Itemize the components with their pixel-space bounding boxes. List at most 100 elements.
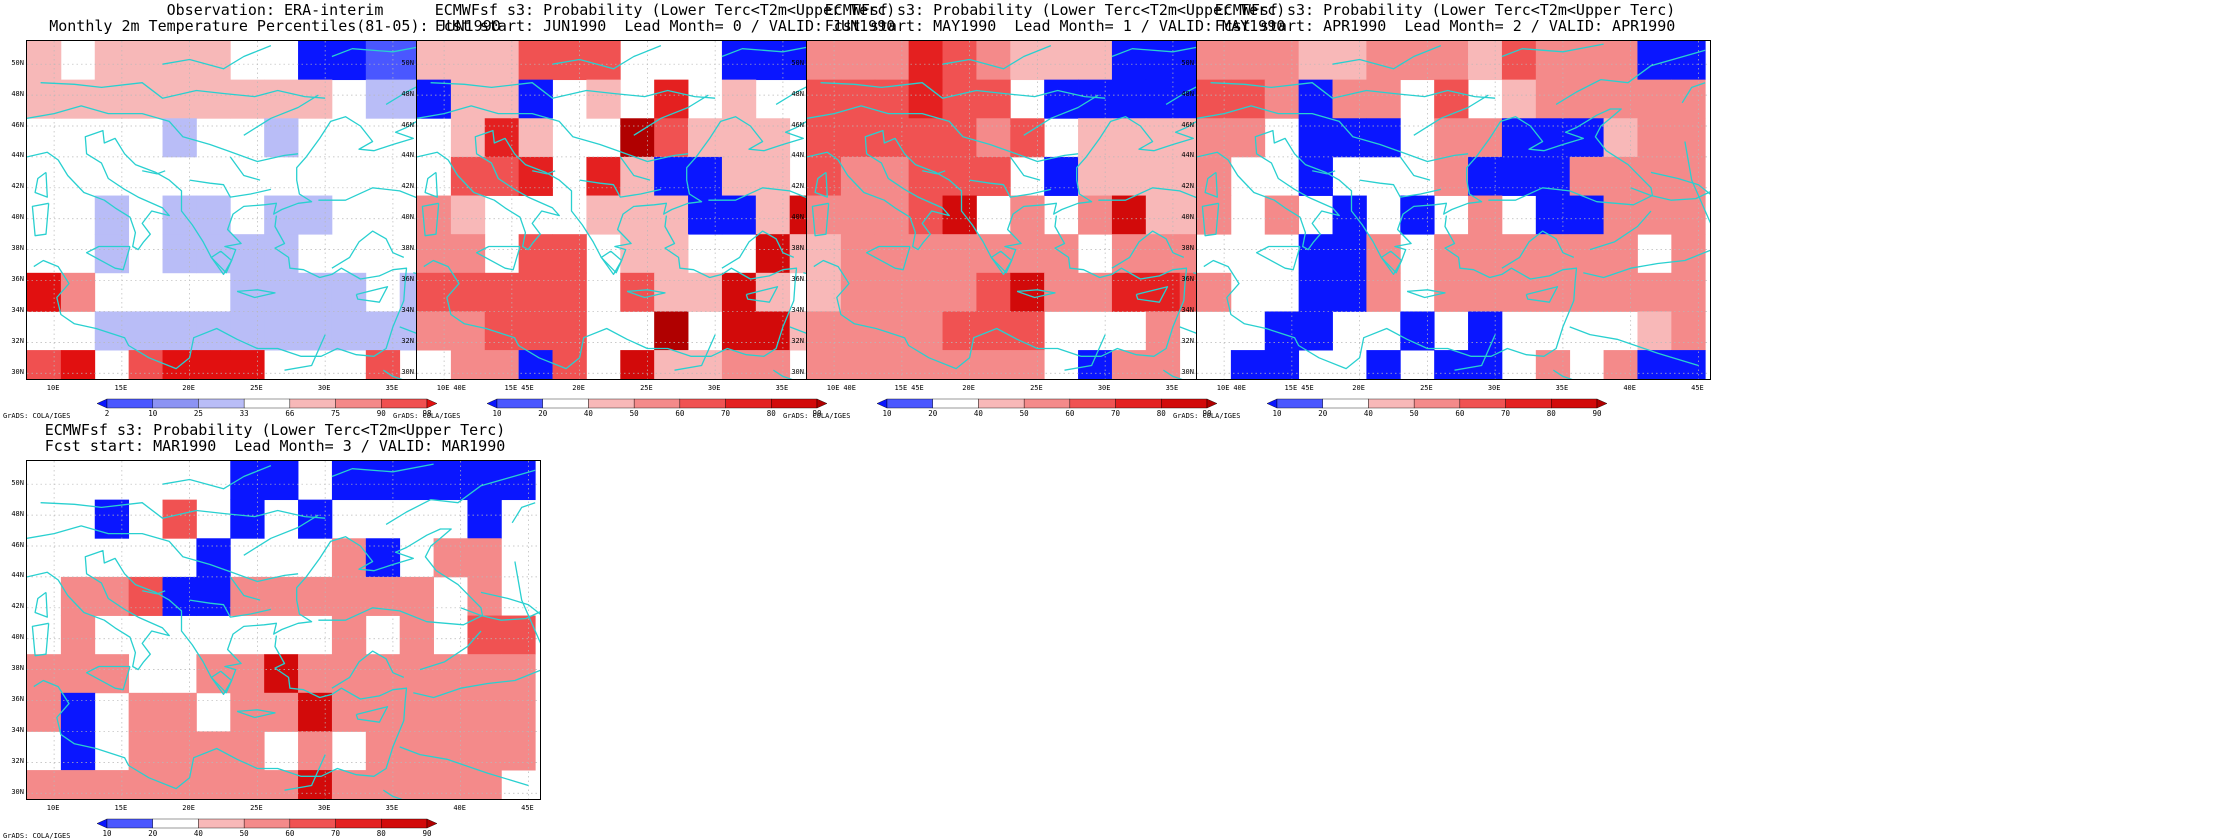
lat-tick-label: 42N xyxy=(791,182,804,191)
grid-cell xyxy=(1078,272,1113,312)
lat-tick-label: 30N xyxy=(11,367,24,376)
grid-cell xyxy=(1535,195,1571,235)
grid-cell xyxy=(840,156,876,196)
grid-cell xyxy=(27,272,62,312)
grid-cell xyxy=(654,350,689,379)
lat-tick-label: 40N xyxy=(791,213,804,222)
colorbar-segment xyxy=(1023,398,1071,409)
lon-tick-label: 30E xyxy=(707,384,721,392)
grid-cell xyxy=(60,654,96,694)
grid-cell xyxy=(1400,41,1435,81)
coastline xyxy=(189,179,272,198)
panel-title-line1: ECMWFsf s3: Probability (Lower Terc<T2m<… xyxy=(824,1,1286,19)
grid-cell xyxy=(942,118,977,158)
coastline xyxy=(532,170,556,175)
lat-tick-label: 44N xyxy=(1181,151,1194,160)
grid-cell xyxy=(264,79,299,119)
colorbar-label: 90 xyxy=(1202,409,1212,418)
grid-cell xyxy=(365,538,401,578)
coastline xyxy=(1023,94,1099,136)
grid-cell xyxy=(1264,350,1300,379)
grid-cell xyxy=(908,41,943,81)
lat-tick-label: 38N xyxy=(401,244,414,253)
lon-tick-label: 20E xyxy=(182,804,195,812)
grid-cell xyxy=(1603,350,1638,379)
coastline xyxy=(1210,82,1496,99)
coastline xyxy=(807,105,1079,163)
grid-cell xyxy=(501,615,536,655)
lon-tick-label: 30E xyxy=(1487,384,1501,392)
coastline xyxy=(85,665,131,691)
colorbar-segment xyxy=(1459,398,1506,409)
lat-tick-label: 36N xyxy=(11,275,24,284)
lon-tick-label: 30E xyxy=(317,384,331,392)
grid-cell xyxy=(976,41,1011,81)
grid-cell xyxy=(264,195,299,235)
grid-cell xyxy=(1197,156,1232,196)
colorbar-segment xyxy=(1322,398,1369,409)
grid-cell xyxy=(1569,118,1604,158)
lon-tick-label: 30E xyxy=(1097,384,1111,392)
coastline xyxy=(243,514,319,556)
grid-cell xyxy=(128,731,163,771)
grid-cell xyxy=(1603,118,1638,158)
colorbar-segment xyxy=(816,398,828,409)
grid-cell xyxy=(755,195,791,235)
grid-cell xyxy=(501,692,536,732)
grid-cell xyxy=(230,234,265,274)
colorbar-label: 40 xyxy=(193,829,203,838)
graticule xyxy=(417,41,930,379)
grid-cell xyxy=(807,234,842,274)
grid-cell xyxy=(1468,350,1503,379)
colorbar xyxy=(96,818,438,829)
panel-title-line1: ECMWFsf s3: Probability (Lower Terc<T2m<… xyxy=(1214,1,1676,19)
grid-cell xyxy=(196,770,231,799)
grid-cell xyxy=(467,654,502,694)
grid-cell xyxy=(27,79,62,119)
map-canvas xyxy=(1197,41,1710,379)
grid-cell xyxy=(1230,350,1266,379)
grid-cell xyxy=(620,195,655,235)
grid-cell xyxy=(586,156,621,196)
grid-cell xyxy=(654,311,689,351)
grid-cell xyxy=(1535,41,1571,81)
graticule xyxy=(807,41,1320,379)
panel-title-line2: Fcst start: JUN1990 Lead Month= 0 / VALI… xyxy=(434,17,896,35)
grid-cell xyxy=(365,692,401,732)
grid-cell xyxy=(331,41,367,81)
coastline xyxy=(814,171,828,198)
grid-cell xyxy=(417,311,452,351)
colorbar-label: 10 xyxy=(148,409,158,418)
coastline xyxy=(142,590,166,595)
grid-cell xyxy=(1671,311,1706,351)
lon-tick-label: 40E xyxy=(453,384,466,392)
coastline xyxy=(399,746,529,787)
colorbar-segment xyxy=(152,398,199,409)
coastline xyxy=(355,286,389,303)
coastline xyxy=(1016,289,1056,299)
grid-cell xyxy=(196,311,231,351)
grid-cell xyxy=(1111,79,1147,119)
grid-cell xyxy=(399,731,434,771)
grid-cell xyxy=(1468,156,1503,196)
grid-cell xyxy=(60,770,96,799)
lat-tick-label: 46N xyxy=(401,120,414,129)
lat-tick-label: 48N xyxy=(11,89,24,98)
lon-tick-label: 45E xyxy=(1691,384,1704,392)
colorbar-segment xyxy=(1206,398,1218,409)
map-canvas xyxy=(27,461,540,799)
grid-cell xyxy=(688,118,723,158)
grid-cell xyxy=(1197,195,1232,235)
grid-cell xyxy=(1111,195,1147,235)
grid-cell xyxy=(1637,311,1672,351)
lon-tick-label: 15E xyxy=(894,384,908,392)
colorbar-segment xyxy=(1276,398,1323,409)
grid-cell xyxy=(264,461,299,501)
grid-cell xyxy=(94,41,130,81)
grid-cell xyxy=(908,311,943,351)
colorbar-segment xyxy=(152,818,199,829)
coastline xyxy=(27,528,484,694)
lat-tick-label: 30N xyxy=(1181,367,1194,376)
coastline xyxy=(1312,170,1336,175)
coastline xyxy=(626,289,666,299)
